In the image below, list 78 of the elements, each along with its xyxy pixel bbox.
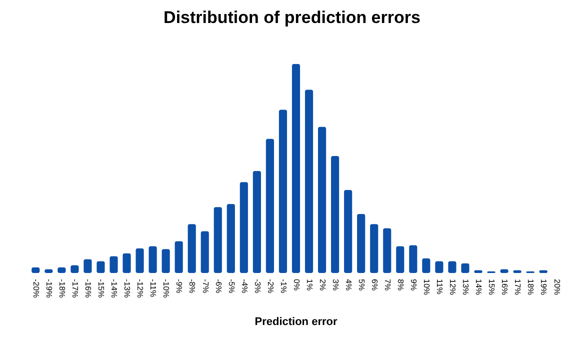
bar [96, 261, 105, 273]
x-tick-label: 9% [409, 279, 418, 291]
bar [383, 228, 392, 273]
bar [200, 231, 209, 273]
x-tick-label: -2% [266, 279, 275, 294]
x-tick-label: -7% [200, 279, 210, 294]
x-tick-label: 17% [513, 279, 522, 296]
x-tick-label: -19% [44, 279, 54, 298]
x-tick-label: 2% [318, 279, 327, 291]
bar [357, 214, 366, 273]
bar [110, 256, 118, 273]
bar [435, 261, 444, 273]
bar [422, 258, 430, 273]
bar [226, 204, 235, 273]
x-tick-label: -18% [58, 279, 67, 298]
x-tick-label: 20% [552, 279, 562, 296]
bar [174, 241, 183, 273]
bar [500, 269, 508, 273]
bar [32, 267, 40, 273]
bar [70, 265, 79, 273]
x-tick-label: 18% [526, 279, 536, 296]
x-tick-label: -15% [96, 279, 106, 298]
x-tick-label: -16% [84, 279, 93, 298]
x-axis-title: Prediction error [254, 316, 338, 328]
bar [370, 224, 378, 273]
x-tick-label: 14% [474, 279, 484, 296]
x-tick-label: 4% [344, 279, 353, 291]
bar [44, 269, 53, 273]
bar [84, 259, 92, 273]
x-tick-label: 15% [487, 279, 496, 296]
x-tick-label: 6% [370, 279, 379, 291]
bar [148, 246, 157, 273]
bar [278, 110, 288, 273]
x-tick-label: -8% [188, 279, 197, 294]
x-tick-label: 19% [539, 279, 548, 296]
bar [58, 267, 66, 273]
bar [162, 249, 170, 273]
bar [461, 263, 470, 273]
x-tick-label: 3% [330, 279, 340, 291]
x-tick-label: -5% [226, 279, 236, 294]
bar [409, 245, 418, 273]
bar [214, 207, 222, 273]
x-tick-label: 11% [435, 279, 444, 294]
x-tick-label: 13% [461, 279, 470, 296]
bar [136, 248, 144, 273]
x-tick-label: -10% [162, 279, 171, 298]
x-tick-label: 10% [422, 279, 432, 296]
x-tick-label: 16% [500, 279, 510, 296]
x-tick-label: 12% [448, 279, 458, 296]
bar [240, 182, 248, 273]
bar [252, 171, 261, 273]
bar [396, 246, 404, 273]
bar [266, 138, 274, 273]
x-tick-label: -12% [136, 279, 145, 298]
x-tick-label: -6% [214, 279, 223, 294]
x-tick-label: 8% [396, 279, 406, 291]
bar [292, 64, 300, 273]
x-tick-label: -17% [70, 279, 80, 298]
x-tick-label: -3% [252, 279, 262, 294]
bar [448, 261, 456, 273]
x-tick-label: 0% [292, 279, 301, 291]
x-tick-label: -9% [174, 279, 184, 294]
x-tick-label: 1% [304, 279, 314, 291]
x-tick-label: -14% [110, 279, 119, 298]
bar [122, 253, 131, 273]
x-tick-label: -20% [32, 279, 41, 298]
x-tick-label: -4% [240, 279, 249, 294]
bar [304, 90, 314, 273]
bar [188, 224, 196, 273]
x-tick-label: 7% [383, 279, 392, 291]
x-tick-label: -1% [278, 279, 288, 294]
x-tick-label: 5% [356, 279, 366, 291]
bar [344, 190, 352, 273]
bar [318, 126, 326, 273]
x-tick-label: -11% [148, 279, 158, 298]
x-tick-label: -13% [122, 279, 132, 298]
bar [331, 156, 340, 273]
chart-title: Distribution of prediction errors [164, 8, 420, 27]
